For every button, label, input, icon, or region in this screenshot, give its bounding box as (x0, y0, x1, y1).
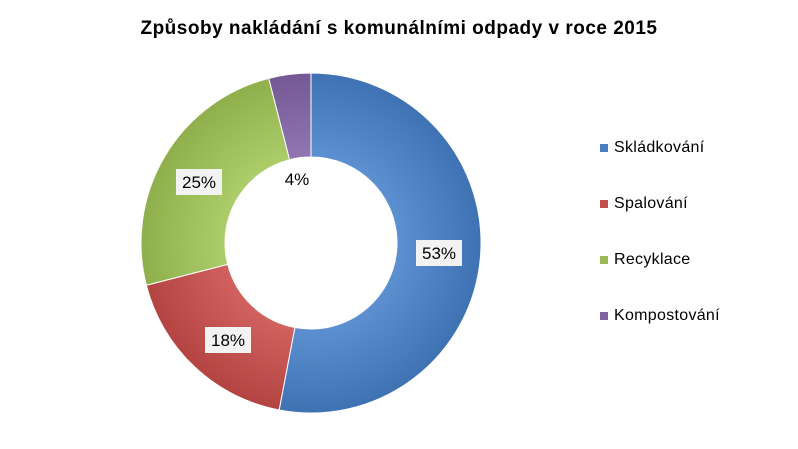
data-label-box-spalovani (205, 327, 251, 353)
legend-label-spalovani: Spalování (614, 195, 688, 212)
data-label-text-skladkovani: 53% (422, 244, 456, 263)
legend-label-recyklace: Recyklace (614, 251, 691, 268)
legend-swatch-skladkovani (600, 144, 608, 152)
legend-swatch-recyklace (600, 256, 608, 264)
data-label-recyklace: 25% (176, 169, 222, 195)
data-label-box-skladkovani (416, 240, 462, 266)
data-label-box-recyklace (176, 169, 222, 195)
legend-swatch-kompostovani (600, 312, 608, 320)
legend-label-kompostovani: Kompostování (614, 307, 720, 324)
legend-item-skladkovani: Skládkování (600, 136, 720, 160)
data-label-text-recyklace: 25% (182, 173, 216, 192)
legend-item-recyklace: Recyklace (600, 248, 720, 272)
chart-title: Způsoby nakládání s komunálními odpady v… (140, 18, 658, 39)
data-label-kompostovani: 4% (285, 170, 310, 189)
legend-item-kompostovani: Kompostování (600, 304, 720, 328)
slice-skladkovani (278, 72, 482, 414)
legend-label-skladkovani: Skládkování (614, 139, 705, 156)
data-label-text-spalovani: 18% (211, 331, 245, 350)
data-label-skladkovani: 53% (416, 240, 462, 266)
legend: Skládkování Spalování Recyklace Komposto… (600, 136, 720, 360)
slice-kompostovani (268, 72, 312, 161)
legend-swatch-spalovani (600, 200, 608, 208)
legend-item-spalovani: Spalování (600, 192, 720, 216)
data-label-text-kompostovani: 4% (285, 170, 310, 189)
data-label-spalovani: 18% (205, 327, 251, 353)
labels-group: 53% 18% 25% 4% (176, 169, 462, 353)
